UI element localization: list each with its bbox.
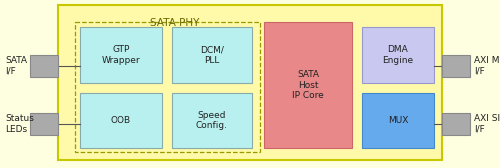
Bar: [30, 55, 58, 77]
Bar: [30, 113, 58, 135]
Text: OOB: OOB: [111, 116, 131, 125]
Bar: [172, 93, 252, 148]
Bar: [362, 93, 434, 148]
Text: DMA
Engine: DMA Engine: [382, 45, 414, 65]
Bar: [442, 113, 470, 135]
Bar: [442, 55, 470, 77]
Text: DCM/
PLL: DCM/ PLL: [200, 45, 224, 65]
Text: AXI Master
I/F: AXI Master I/F: [474, 56, 500, 76]
Text: SATA PHY: SATA PHY: [150, 18, 200, 28]
Text: Speed
Config.: Speed Config.: [196, 111, 228, 130]
Text: GTP
Wrapper: GTP Wrapper: [102, 45, 140, 65]
Bar: [75, 22, 260, 152]
Text: MUX: MUX: [388, 116, 408, 125]
Bar: [264, 22, 352, 148]
Text: SATA
Host
IP Core: SATA Host IP Core: [292, 70, 324, 100]
Text: Status
LEDs: Status LEDs: [5, 114, 34, 134]
Bar: [362, 27, 434, 83]
Text: AXI Slave
I/F: AXI Slave I/F: [474, 114, 500, 134]
Bar: [172, 27, 252, 83]
Bar: [58, 5, 442, 160]
Bar: [80, 27, 162, 83]
Text: SATA
I/F: SATA I/F: [5, 56, 27, 76]
Bar: [80, 93, 162, 148]
